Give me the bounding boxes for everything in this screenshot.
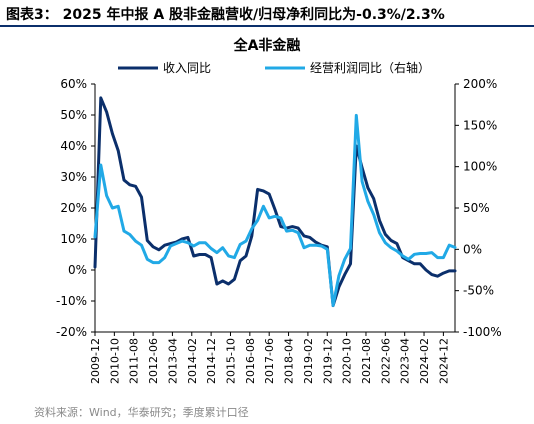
- right-tick-label: 150%: [463, 118, 497, 132]
- x-tick-label: 2019-02: [302, 338, 315, 384]
- legend-label-profit: 经营利润同比（右轴）: [310, 60, 430, 75]
- left-tick-label: -10%: [56, 294, 87, 308]
- left-tick-label: -20%: [56, 325, 87, 339]
- x-tick-label: 2012-06: [147, 338, 160, 384]
- x-tick-label: 2013-04: [166, 338, 179, 384]
- x-tick-label: 2016-08: [244, 338, 257, 384]
- left-tick-label: 0%: [68, 263, 87, 277]
- right-tick-label: 200%: [463, 77, 497, 91]
- legend: 收入同比 经营利润同比（右轴）: [118, 60, 430, 75]
- left-tick-label: 10%: [60, 232, 87, 246]
- right-tick-label: 50%: [463, 201, 490, 215]
- legend-label-revenue: 收入同比: [163, 61, 211, 75]
- x-tick-label: 2011-08: [128, 338, 141, 384]
- x-tick-label: 2021-08: [360, 338, 373, 384]
- left-tick-label: 60%: [60, 77, 87, 91]
- x-tick-label: 2020-10: [341, 338, 354, 384]
- x-tick-label: 2015-10: [224, 338, 237, 384]
- revenue-yoy-line: [93, 96, 457, 308]
- x-tick-label: 2014-12: [205, 338, 218, 384]
- left-tick-label: 50%: [60, 108, 87, 122]
- x-tick-label: 2023-04: [399, 338, 412, 384]
- x-tick-label: 2024-02: [418, 338, 431, 384]
- left-tick-label: 30%: [60, 170, 87, 184]
- figure-title: 图表3： 2025 年中报 A 股非金融营收/归母净利同比为-0.3%/2.3%: [6, 7, 445, 23]
- left-tick-label: 40%: [60, 139, 87, 153]
- operating-profit-yoy-line: [93, 113, 457, 307]
- x-tick-label: 2009-12: [89, 338, 102, 384]
- right-tick-label: 0%: [463, 242, 482, 256]
- chart-title: 全A非金融: [233, 37, 301, 54]
- x-tick-label: 2022-06: [379, 338, 392, 384]
- x-tick-label: 2014-02: [186, 338, 199, 384]
- axes: -20% -10% 0% 10% 20% 30% 40% 50% 60% -100% -50% 0% 5…: [56, 77, 502, 384]
- right-tick-label: -50%: [463, 284, 494, 298]
- left-tick-label: 20%: [60, 201, 87, 215]
- x-tick-label: 2024-12: [437, 338, 450, 384]
- title-divider: [0, 25, 534, 27]
- x-tick-label: 2018-04: [283, 338, 296, 384]
- series-layer: [93, 96, 457, 308]
- x-tick-label: 2017-06: [263, 338, 276, 384]
- source-note: 资料来源：Wind，华泰研究；季度累计口径: [34, 406, 249, 419]
- x-tick-label: 2010-10: [108, 338, 121, 384]
- right-tick-label: 100%: [463, 160, 497, 174]
- x-tick-label: 2019-12: [321, 338, 334, 384]
- right-tick-label: -100%: [463, 325, 502, 339]
